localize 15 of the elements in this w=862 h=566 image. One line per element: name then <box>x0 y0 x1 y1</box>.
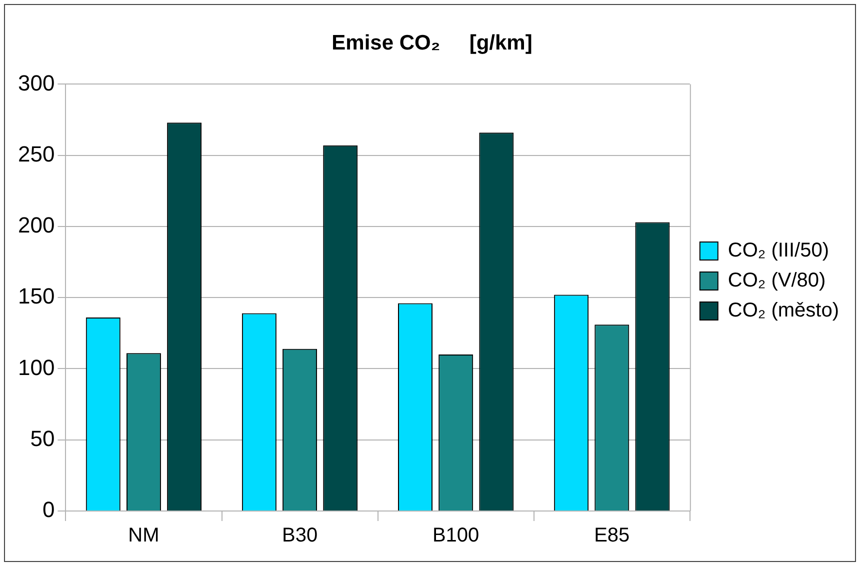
y-tick-label: 250 <box>18 141 55 166</box>
x-tick-label: NM <box>128 524 160 547</box>
x-tick-label: B100 <box>432 524 480 547</box>
y-tick-label: 0 <box>42 497 55 522</box>
y-tick-label: 200 <box>18 212 55 238</box>
legend-label: CO₂ (III/50) <box>728 240 830 262</box>
y-tick-label: 150 <box>18 284 55 309</box>
y-tick-label: 300 <box>18 70 55 96</box>
y-tick-label: 100 <box>18 354 55 380</box>
chart-title: Emise CO₂ [g/km] <box>332 31 532 54</box>
legend-label: CO₂ (město) <box>728 300 840 322</box>
x-tick-label: B30 <box>282 524 318 547</box>
legend-label: CO₂ (V/80) <box>728 270 826 292</box>
x-tick-label: E85 <box>594 524 630 547</box>
y-tick-label: 50 <box>30 426 55 451</box>
